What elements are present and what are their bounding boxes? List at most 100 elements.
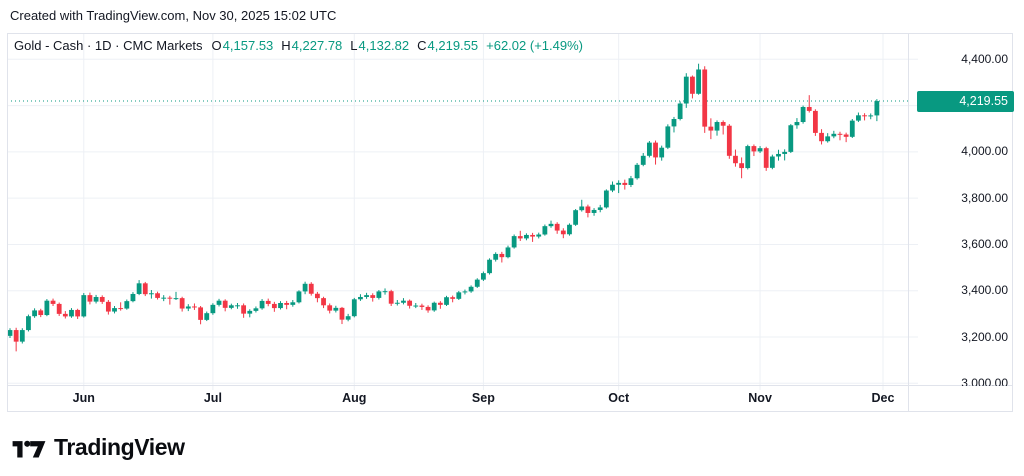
candle[interactable] xyxy=(413,302,419,309)
candle[interactable] xyxy=(7,328,13,338)
candle[interactable] xyxy=(825,133,831,143)
candle[interactable] xyxy=(849,119,855,138)
candle[interactable] xyxy=(837,131,843,141)
candle[interactable] xyxy=(93,294,99,304)
candle[interactable] xyxy=(315,291,320,303)
candle[interactable] xyxy=(462,289,468,295)
candle[interactable] xyxy=(794,118,800,129)
candle[interactable] xyxy=(382,288,388,295)
candle[interactable] xyxy=(167,295,173,305)
candle[interactable] xyxy=(573,209,579,226)
candle[interactable] xyxy=(745,144,751,170)
candle[interactable] xyxy=(198,306,203,325)
candle[interactable] xyxy=(487,258,492,275)
candle[interactable] xyxy=(296,290,302,304)
candle[interactable] xyxy=(683,73,689,108)
candle[interactable] xyxy=(253,306,259,313)
candle[interactable] xyxy=(265,298,271,307)
candle[interactable] xyxy=(173,291,179,300)
candle[interactable] xyxy=(603,189,609,209)
candle[interactable] xyxy=(136,280,142,296)
candle[interactable] xyxy=(517,230,523,241)
candle[interactable] xyxy=(351,297,357,318)
candle[interactable] xyxy=(56,302,62,316)
candle[interactable] xyxy=(149,290,154,299)
candle[interactable] xyxy=(542,224,548,236)
candle[interactable] xyxy=(468,285,474,293)
time-axis[interactable]: Jun Jul Aug Sep Oct Nov Dec xyxy=(7,386,908,412)
candle[interactable] xyxy=(474,278,480,288)
candle[interactable] xyxy=(44,299,50,317)
candle[interactable] xyxy=(499,251,505,263)
price-axis[interactable]: 4,400.004,200.004,000.003,800.003,600.00… xyxy=(908,33,1014,386)
candle[interactable] xyxy=(769,154,775,170)
candle[interactable] xyxy=(345,313,351,322)
candle[interactable] xyxy=(530,232,535,242)
candle[interactable] xyxy=(560,228,566,239)
candle[interactable] xyxy=(130,292,136,303)
candle[interactable] xyxy=(579,199,585,212)
candle[interactable] xyxy=(62,311,68,319)
candle[interactable] xyxy=(548,220,554,228)
candle[interactable] xyxy=(714,120,720,136)
candle[interactable] xyxy=(419,303,425,310)
candle[interactable] xyxy=(235,302,240,309)
candle[interactable] xyxy=(696,63,701,95)
candle[interactable] xyxy=(757,146,763,154)
candle[interactable] xyxy=(610,181,615,193)
candle[interactable] xyxy=(733,149,738,167)
candle[interactable] xyxy=(69,308,74,318)
candle[interactable] xyxy=(99,295,105,304)
candle[interactable] xyxy=(161,295,167,302)
candle[interactable] xyxy=(622,179,628,190)
candle[interactable] xyxy=(653,140,658,165)
candle[interactable] xyxy=(690,75,695,99)
candle[interactable] xyxy=(481,271,486,282)
candle[interactable] xyxy=(812,109,818,136)
candle[interactable] xyxy=(241,303,247,318)
candle[interactable] xyxy=(708,118,714,140)
candle[interactable] xyxy=(105,299,111,315)
candle[interactable] xyxy=(450,295,456,303)
candle[interactable] xyxy=(806,95,812,113)
candle[interactable] xyxy=(210,303,216,315)
candle[interactable] xyxy=(247,309,253,318)
candle[interactable] xyxy=(751,144,757,157)
candle[interactable] xyxy=(591,208,597,216)
candle[interactable] xyxy=(370,293,376,302)
candle[interactable] xyxy=(776,149,781,161)
tradingview-logo[interactable]: TradingView xyxy=(12,432,185,462)
candle[interactable] xyxy=(628,175,634,188)
candle[interactable] xyxy=(308,282,314,296)
candle[interactable] xyxy=(437,301,443,309)
candle[interactable] xyxy=(302,281,308,295)
candle[interactable] xyxy=(505,245,511,259)
candle[interactable] xyxy=(179,296,185,312)
candle[interactable] xyxy=(185,304,191,312)
candle[interactable] xyxy=(646,140,652,158)
candle[interactable] xyxy=(142,281,148,297)
candle[interactable] xyxy=(431,301,437,312)
candle[interactable] xyxy=(524,233,529,241)
candle[interactable] xyxy=(788,124,794,154)
candle[interactable] xyxy=(739,157,745,179)
candle[interactable] xyxy=(511,234,517,249)
candle[interactable] xyxy=(536,232,542,239)
candle[interactable] xyxy=(87,292,93,305)
candle[interactable] xyxy=(118,302,124,311)
candle[interactable] xyxy=(155,291,160,300)
candle[interactable] xyxy=(554,222,560,234)
candle[interactable] xyxy=(216,298,222,307)
candle[interactable] xyxy=(493,252,499,262)
candle[interactable] xyxy=(567,223,572,236)
candle[interactable] xyxy=(364,292,369,299)
candle[interactable] xyxy=(327,303,333,314)
candle[interactable] xyxy=(407,299,413,309)
candle[interactable] xyxy=(671,116,677,133)
candle[interactable] xyxy=(228,303,234,310)
chart-legend[interactable]: Gold - Cash · 1D · CMC Markets O 4,157.5… xyxy=(14,38,583,54)
candle[interactable] xyxy=(19,328,25,344)
candle[interactable] xyxy=(388,289,394,306)
candle[interactable] xyxy=(456,290,462,300)
